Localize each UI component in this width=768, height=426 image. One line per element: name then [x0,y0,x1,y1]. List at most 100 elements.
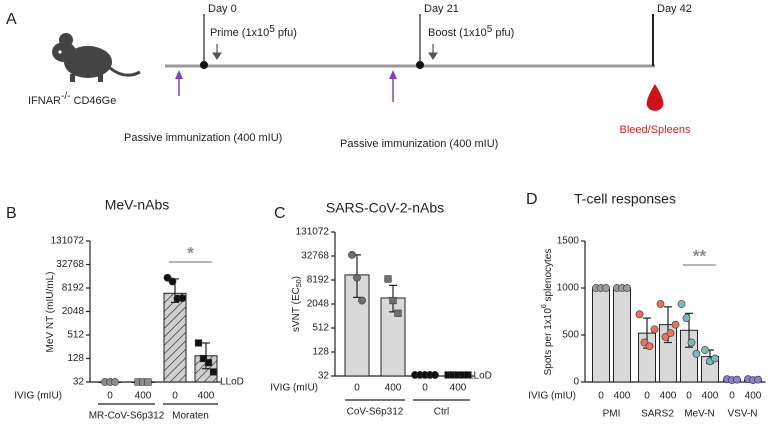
x-tick-label: 400 [660,391,677,402]
data-point [666,329,675,338]
data-point [178,294,187,303]
passive-label: Passive immunization (400 mIU) [124,132,282,144]
y-tick-label: 512 [312,323,329,334]
y-tick-label: 32768 [301,251,329,262]
group-label: CoV-S6p312 [347,407,404,418]
subject-suffix: CD46Ge [70,95,116,107]
blood-drop [646,84,664,111]
group-label: PMI [603,409,621,420]
data-point [194,339,203,347]
data-point [389,296,397,305]
panel-label: A [6,11,17,28]
data-point [623,284,631,292]
y-tick-label: 131072 [296,227,330,238]
lod-label: LLoD [468,371,492,382]
boost-suffix: pfu) [492,27,514,39]
boost-label: Boost (1x105 pfu) [428,24,514,39]
boost-sup: 5 [487,24,493,35]
data-point [168,277,177,286]
group-label: SARS2 [641,409,674,420]
data-point [656,300,665,308]
arrow [212,44,438,60]
x-tick-label: 0 [644,391,650,402]
timepoint [416,61,424,69]
x-tick-label: 400 [135,391,152,402]
chart-title: MeV-nAbs [105,197,170,213]
group-label: VSV-N [727,409,757,420]
data-point [754,375,762,384]
chart-title: SARS-CoV-2-nAbs [326,200,444,216]
group-label: Moraten [172,411,209,422]
prime-suffix: pfu) [275,27,297,39]
y-tick-label: 1000 [557,283,580,294]
y-label-text: Spots per 1x10 [543,308,554,376]
y-label-end: splenocytes [543,249,554,305]
data-point [394,309,402,317]
prime-sup: 5 [269,24,275,35]
bar [163,292,187,383]
data-point [199,354,208,363]
x-tick-label: 400 [745,391,762,402]
x-axis-label: IVIG (mIU) [270,383,318,394]
endpoint-label: Bleed/Spleens [620,124,691,136]
timepoint [200,61,208,69]
y-tick-label: 512 [67,330,84,341]
data-point [692,349,701,358]
data-point [204,359,213,367]
x-tick-label: 0 [422,383,428,394]
y-tick-label: 2048 [307,299,330,310]
x-tick-label: 400 [450,383,467,394]
data-point [431,371,439,379]
y-tick-label: 8192 [307,275,330,286]
data-point [144,378,152,386]
data-point [209,368,218,376]
mouse-icon [52,33,141,82]
x-tick-label: 0 [172,391,178,402]
y-axis-label: MeV NT (mIU/mL) [45,272,56,353]
data-point [650,325,659,334]
data-point [645,342,654,351]
panel-label: C [274,205,286,222]
data-point [682,314,691,322]
x-tick-label: 0 [107,391,113,402]
y-tick-label: 32768 [56,259,84,270]
day-label: Day 21 [424,3,459,15]
x-tick-label: 400 [385,383,402,394]
subject-sup: -/- [61,91,70,102]
purple-arrow [175,70,397,102]
data-point [111,378,119,386]
panel-label: B [6,205,17,222]
day-label: Day 42 [657,3,692,15]
data-point [671,320,680,329]
x-axis-label: IVIG (mIU) [528,391,576,402]
group-label: Ctrl [434,407,450,418]
data-point [348,250,356,259]
chart-title: T-cell responses [574,191,676,207]
y-axis-label: Spots per 1x106 splenocytes [541,249,554,376]
group-label: MeV-N [684,409,715,420]
prime-label: Prime (1x105 pfu) [210,24,297,39]
y-tick-label: 1500 [557,236,580,247]
y-tick-label: 128 [67,353,84,364]
data-point [353,273,361,282]
x-tick-label: 0 [598,391,604,402]
x-tick-label: 0 [729,391,735,402]
data-point [464,371,472,379]
x-tick-label: 400 [702,391,719,402]
y-axis-label: sVNT (EC50) [291,276,303,332]
data-point [358,296,366,305]
prime-text: Prime (1x10 [210,27,269,39]
significance-label: ** [693,246,707,265]
y-label-text: sVNT (EC [291,287,302,332]
y-tick-label: 8192 [62,283,85,294]
data-point [602,284,610,292]
subject-name: IFNAR [28,95,61,107]
bar [592,287,610,383]
data-point [635,310,644,319]
y-label-end: ) [291,276,302,279]
y-tick-label: 2048 [62,306,85,317]
x-tick-label: 0 [686,391,692,402]
y-tick-label: 500 [562,330,579,341]
data-point [711,354,719,363]
